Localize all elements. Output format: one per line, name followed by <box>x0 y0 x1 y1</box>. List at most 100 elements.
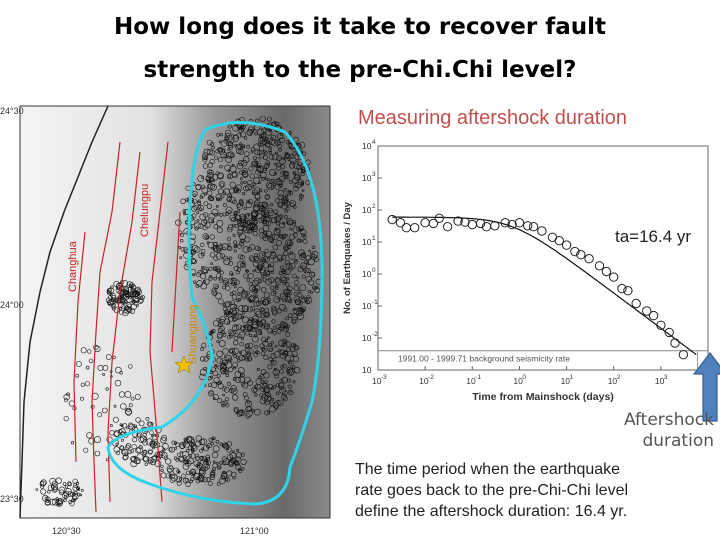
earthquake-point <box>283 215 288 219</box>
earthquake-point <box>297 238 302 243</box>
earthquake-point <box>290 160 295 166</box>
fit-line <box>392 216 697 356</box>
earthquake-point <box>113 404 117 408</box>
earthquake-point <box>212 445 220 453</box>
earthquake-point <box>244 151 250 157</box>
earthquake-point <box>232 135 240 142</box>
earthquake-point <box>46 500 50 503</box>
earthquake-point <box>221 359 228 366</box>
earthquake-point <box>244 236 251 243</box>
earthquake-point <box>264 216 268 220</box>
earthquake-point <box>270 341 274 345</box>
y-tick-exponent: 2 <box>372 203 376 210</box>
earthquake-point <box>235 188 241 194</box>
data-point <box>570 246 580 257</box>
earthquake-point <box>119 445 125 451</box>
earthquake-point <box>107 301 111 305</box>
earthquake-point <box>286 366 294 374</box>
data-point <box>678 350 689 360</box>
data-point <box>434 213 445 224</box>
earthquake-point <box>270 270 274 274</box>
earthquake-point <box>251 321 259 328</box>
earthquake-point <box>262 224 270 232</box>
earthquake-point <box>246 296 251 301</box>
earthquake-point <box>218 147 223 153</box>
earthquake-point <box>243 395 249 401</box>
earthquake-point <box>250 306 255 311</box>
earthquake-point <box>202 266 209 274</box>
data-point <box>410 223 420 233</box>
earthquake-point <box>254 257 261 264</box>
earthquake-point <box>226 245 232 251</box>
earthquake-point <box>113 446 120 453</box>
earthquake-point <box>163 455 169 460</box>
earthquake-point <box>242 168 248 174</box>
earthquake-point <box>213 377 220 384</box>
y-tick-exponent: 4 <box>372 139 376 146</box>
earthquake-point <box>307 289 311 294</box>
earthquake-point <box>271 153 279 161</box>
earthquake-point <box>235 456 241 462</box>
earthquake-point <box>199 368 207 376</box>
earthquake-point <box>248 198 254 205</box>
earthquake-point <box>40 488 47 495</box>
earthquake-point <box>197 475 205 483</box>
earthquake-point <box>251 225 258 232</box>
earthquake-point <box>247 180 253 186</box>
earthquake-point <box>138 437 145 443</box>
earthquake-point <box>301 297 307 303</box>
earthquake-point <box>52 486 59 492</box>
earthquake-point <box>292 171 297 175</box>
earthquake-point <box>88 358 94 364</box>
earthquake-point <box>160 468 164 473</box>
earthquake-point <box>265 182 272 189</box>
earthquake-point <box>102 407 108 414</box>
earthquake-point <box>201 342 207 348</box>
earthquake-point <box>251 318 255 321</box>
earthquake-point <box>262 139 268 146</box>
earthquake-point <box>203 278 210 285</box>
earthquake-point <box>293 291 298 296</box>
earthquake-point <box>292 273 297 279</box>
earthquake-point <box>253 199 261 207</box>
earthquake-point <box>68 500 73 504</box>
earthquake-point <box>247 351 252 356</box>
earthquake-point <box>255 157 261 162</box>
earthquake-point <box>208 481 213 486</box>
earthquake-point <box>223 443 230 450</box>
earthquake-point <box>261 176 265 181</box>
earthquake-point <box>223 386 230 393</box>
earthquake-point <box>240 159 248 167</box>
earthquake-point <box>206 179 211 184</box>
description-line-3: define the aftershock duration: 16.4 yr. <box>355 503 628 520</box>
earthquake-point <box>115 287 122 294</box>
earthquake-point <box>222 203 227 207</box>
earthquake-point <box>229 187 235 194</box>
earthquake-point <box>294 258 298 262</box>
earthquake-point <box>224 397 229 402</box>
earthquake-point <box>270 359 275 364</box>
data-point <box>594 261 605 271</box>
earthquake-point <box>285 218 293 226</box>
earthquake-point <box>226 381 231 387</box>
earthquake-point <box>227 148 230 151</box>
earthquake-point <box>272 330 277 335</box>
earthquake-point <box>243 226 250 234</box>
earthquake-point <box>259 266 266 274</box>
earthquake-point <box>282 234 287 239</box>
earthquake-point <box>263 203 269 209</box>
earthquake-point <box>88 437 95 445</box>
earthquake-point <box>40 479 47 486</box>
earthquake-point <box>126 306 132 312</box>
earthquake-point <box>226 141 232 147</box>
earthquake-point <box>208 276 213 281</box>
earthquake-point <box>263 219 270 226</box>
earthquake-point <box>218 340 226 348</box>
earthquake-point <box>232 124 239 132</box>
earthquake-point <box>183 212 187 216</box>
earthquake-point <box>263 311 269 317</box>
earthquake-point <box>259 343 265 349</box>
earthquake-point <box>305 255 311 261</box>
earthquake-point <box>239 238 245 244</box>
earthquake-point <box>233 285 237 289</box>
